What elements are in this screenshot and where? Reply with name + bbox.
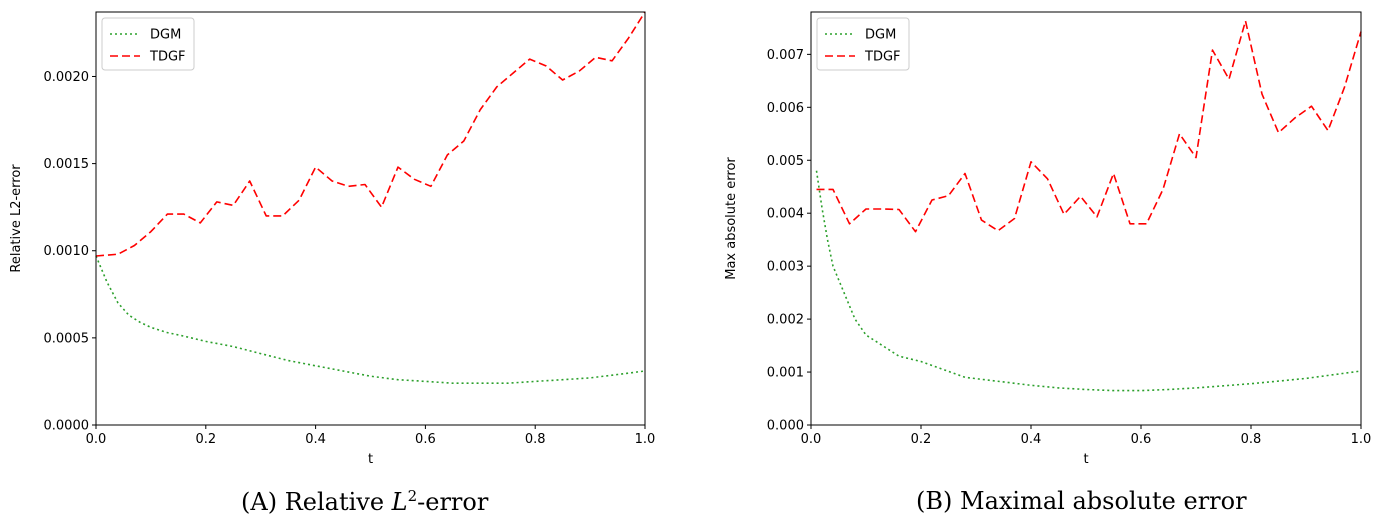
y-tick-label: 0.005 xyxy=(767,154,804,169)
y-tick-label: 0.0020 xyxy=(44,70,90,85)
x-tick-label: 0.4 xyxy=(305,432,326,447)
axes-frame xyxy=(95,11,646,426)
caption-b: (B) Maximal absolute error xyxy=(916,487,1247,515)
x-tick-label: 0.6 xyxy=(415,432,436,447)
x-tick-label: 0.2 xyxy=(195,432,216,447)
legend-box xyxy=(816,17,910,71)
legend: DGM TDGF xyxy=(816,17,910,71)
y-tick-label: 0.0005 xyxy=(44,331,90,346)
caption-b-prefix: (B) Maximal absolute error xyxy=(916,487,1247,515)
x-tick-label: 0.0 xyxy=(86,432,107,447)
y-tick-label: 0.000 xyxy=(767,419,804,434)
caption-a-prefix: (A) Relative xyxy=(241,488,392,516)
x-tick-label: 1.0 xyxy=(635,432,656,447)
legend-label-dgm: DGM xyxy=(865,28,896,43)
y-tick-label: 0.006 xyxy=(767,101,804,116)
chart-panel-1: 0.0 0.2 0.4 0.6 0.8 1.0 0.000 0.001 0.002 0.003 0.… xyxy=(724,11,1372,467)
x-tick-label: 0.0 xyxy=(801,432,822,447)
axes-frame xyxy=(810,11,1362,426)
y-axis-label: Relative L2-error xyxy=(9,164,24,273)
legend-box xyxy=(101,17,195,71)
y-tick-label: 0.0010 xyxy=(44,244,90,259)
legend-label-tdgf: TDGF xyxy=(149,50,186,65)
legend-label-tdgf: TDGF xyxy=(864,50,901,65)
x-tick-label: 1.0 xyxy=(1351,432,1372,447)
x-tick-label: 0.8 xyxy=(1241,432,1262,447)
y-tick-label: 0.003 xyxy=(767,260,804,275)
x-axis-label: t xyxy=(1083,452,1088,467)
series-line-tdgf xyxy=(816,20,1362,233)
x-axis-label: t xyxy=(368,452,373,467)
y-tick-label: 0.002 xyxy=(767,313,804,328)
y-tick-label: 0.007 xyxy=(767,48,804,63)
x-tick-label: 0.6 xyxy=(1131,432,1152,447)
caption-a: (A) Relative L2-error xyxy=(241,487,488,516)
series-line-dgm xyxy=(815,170,1362,392)
caption-a-math: L xyxy=(391,488,408,516)
series-line-tdgf xyxy=(95,11,646,257)
caption-a-suffix: -error xyxy=(417,488,489,516)
series-line-dgm xyxy=(95,255,646,385)
y-tick-label: 0.0015 xyxy=(44,157,90,172)
y-tick-label: 0.001 xyxy=(767,366,804,381)
caption-a-sup: 2 xyxy=(407,487,418,505)
x-tick-label: 0.2 xyxy=(911,432,932,447)
legend: DGM TDGF xyxy=(101,17,195,71)
chart-panel-0: 0.0 0.2 0.4 0.6 0.8 1.0 0.0000 0.0005 0.0010 0.00… xyxy=(9,11,656,467)
y-tick-label: 0.0000 xyxy=(44,419,90,434)
x-tick-label: 0.4 xyxy=(1021,432,1042,447)
figure: 0.0 0.2 0.4 0.6 0.8 1.00.00000.00050.00100.00… xyxy=(9,11,1372,467)
legend-label-dgm: DGM xyxy=(150,28,181,43)
y-tick-label: 0.004 xyxy=(767,207,804,222)
x-tick-label: 0.8 xyxy=(525,432,546,447)
y-axis-label: Max absolute error xyxy=(724,157,739,280)
